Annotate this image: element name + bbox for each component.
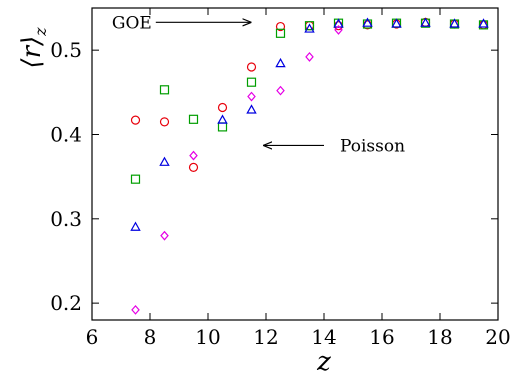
diamond-point	[247, 91, 256, 102]
triangle-point	[217, 114, 228, 124]
square-point	[304, 21, 315, 31]
y-tick-label: 0.2	[50, 291, 82, 315]
x-tick-label: 20	[485, 325, 510, 349]
circle-point	[246, 62, 257, 72]
circle-point	[188, 162, 199, 172]
square-point	[362, 19, 373, 29]
y-axis-title-group: ⟨r⟩z	[17, 27, 50, 69]
circle-point	[159, 117, 170, 127]
x-tick-label: 18	[427, 325, 452, 349]
diamond-point	[131, 304, 140, 315]
y-tick-label: 0.4	[50, 122, 82, 146]
y-axis-subscript: z	[31, 27, 50, 37]
x-tick-label: 10	[195, 325, 220, 349]
square-point	[217, 122, 228, 132]
square-point	[188, 114, 199, 124]
square-point	[246, 77, 257, 87]
diamond-point	[276, 85, 285, 96]
x-axis-ticks: 6 8 10 12 14 16 18 20	[86, 8, 511, 349]
circle-point	[217, 102, 228, 113]
square-point	[275, 28, 286, 38]
y-axis-ticks: 0.2 0.3 0.4 0.5	[50, 38, 498, 315]
triangle-point	[362, 17, 373, 27]
triangle-point	[304, 23, 315, 33]
triangle-point	[391, 18, 402, 28]
square-point	[478, 20, 489, 30]
circle-point	[275, 21, 286, 32]
y-axis-title: ⟨r⟩	[17, 36, 47, 69]
x-tick-label: 8	[144, 325, 157, 349]
annotations: GOE Poisson	[112, 13, 405, 156]
goe-annotation-label: GOE	[112, 13, 152, 33]
x-tick-label: 16	[369, 325, 394, 349]
diamond-point	[334, 25, 343, 35]
x-tick-label: 14	[311, 325, 336, 349]
y-tick-label: 0.5	[50, 38, 82, 62]
triangle-point	[333, 18, 344, 28]
triangle-point	[130, 221, 141, 231]
plot-frame	[91, 7, 499, 321]
diamond-point	[160, 230, 169, 241]
diamond-point	[305, 51, 314, 62]
diamond-point	[189, 150, 198, 161]
triangle-point	[275, 57, 286, 68]
triangle-point	[478, 18, 489, 28]
circle-point	[130, 115, 141, 125]
x-axis-title: z	[316, 347, 331, 376]
triangle-point	[159, 156, 170, 166]
triangle-point	[449, 18, 460, 28]
square-point	[159, 85, 170, 95]
data-points	[130, 17, 489, 315]
x-tick-label: 6	[86, 325, 99, 349]
triangle-point	[420, 17, 431, 27]
poisson-annotation-label: Poisson	[340, 136, 405, 156]
x-tick-label: 12	[253, 325, 278, 349]
svg-text:⟨r⟩z: ⟨r⟩z	[17, 27, 50, 69]
triangle-point	[246, 104, 257, 114]
square-point	[130, 174, 141, 184]
y-tick-label: 0.3	[50, 207, 82, 231]
